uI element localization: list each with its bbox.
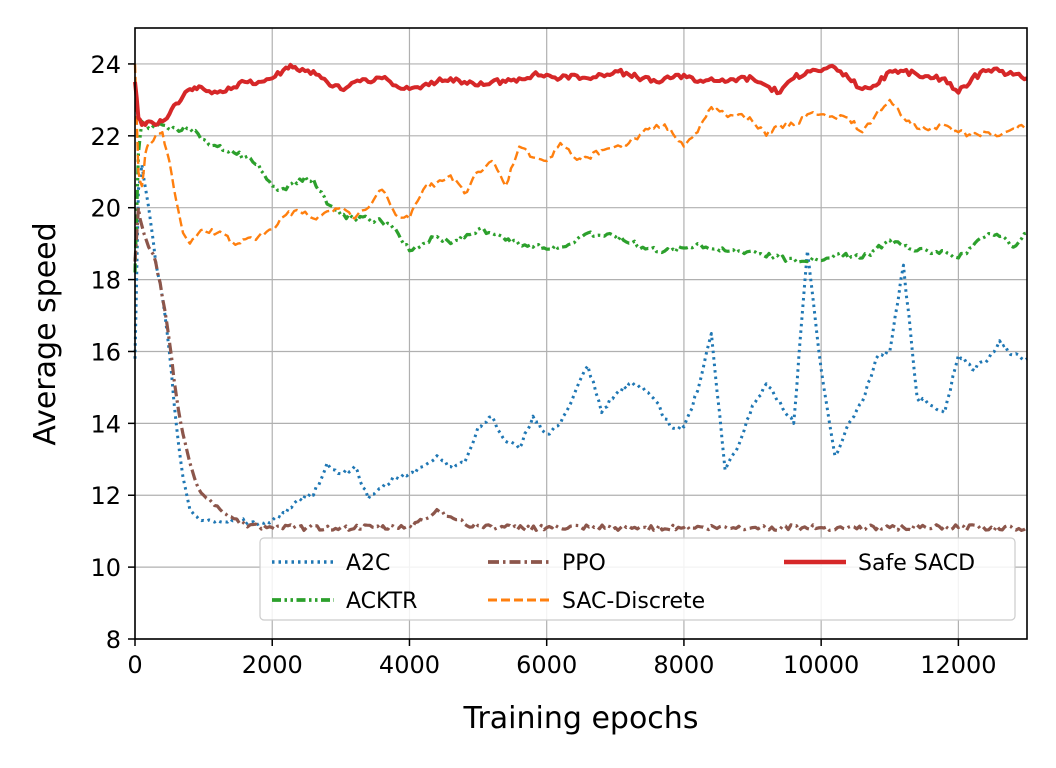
y-tick-label: 14 (90, 410, 121, 438)
series-line-safe-sacd (133, 62, 1028, 127)
legend: A2C ACKTR PPO SAC-Discrete Safe SACD (259, 537, 1016, 621)
x-axis-label: Training epochs (463, 701, 699, 736)
legend-label-ppo: PPO (562, 551, 606, 576)
x-tick-label: 12000 (920, 651, 996, 679)
series-line-acktr (133, 119, 1028, 273)
y-tick-label: 20 (90, 195, 121, 223)
y-tick-label: 22 (90, 123, 121, 151)
axis-ticks: 0 2000 4000 6000 8000 10000 12000 8 10 12 14 16 18 20… (90, 51, 996, 679)
legend-label-a2c: A2C (346, 551, 390, 576)
series-line-ppo (133, 206, 1028, 532)
x-tick-label: 4000 (379, 651, 440, 679)
y-axis-label: Average speed (28, 222, 63, 445)
legend-label-acktr: ACKTR (346, 589, 417, 614)
y-tick-label: 8 (106, 626, 121, 654)
y-tick-label: 24 (90, 51, 121, 79)
legend-box (259, 537, 1016, 621)
series-line-sac-discrete (133, 63, 1028, 246)
y-tick-label: 16 (90, 338, 121, 366)
x-tick-label: 8000 (653, 651, 714, 679)
series-line-a2c (133, 163, 1028, 527)
y-tick-label: 18 (90, 267, 121, 295)
y-tick-label: 12 (90, 482, 121, 510)
x-tick-label: 0 (127, 651, 142, 679)
series-layer (133, 62, 1028, 532)
x-tick-label: 6000 (516, 651, 577, 679)
y-tick-label: 10 (90, 554, 121, 582)
legend-label-sac-discrete: SAC-Discrete (562, 589, 705, 614)
x-tick-label: 10000 (783, 651, 859, 679)
plot-frame (134, 27, 1028, 640)
x-tick-label: 2000 (242, 651, 303, 679)
legend-label-safe-sacd: Safe SACD (858, 551, 975, 576)
